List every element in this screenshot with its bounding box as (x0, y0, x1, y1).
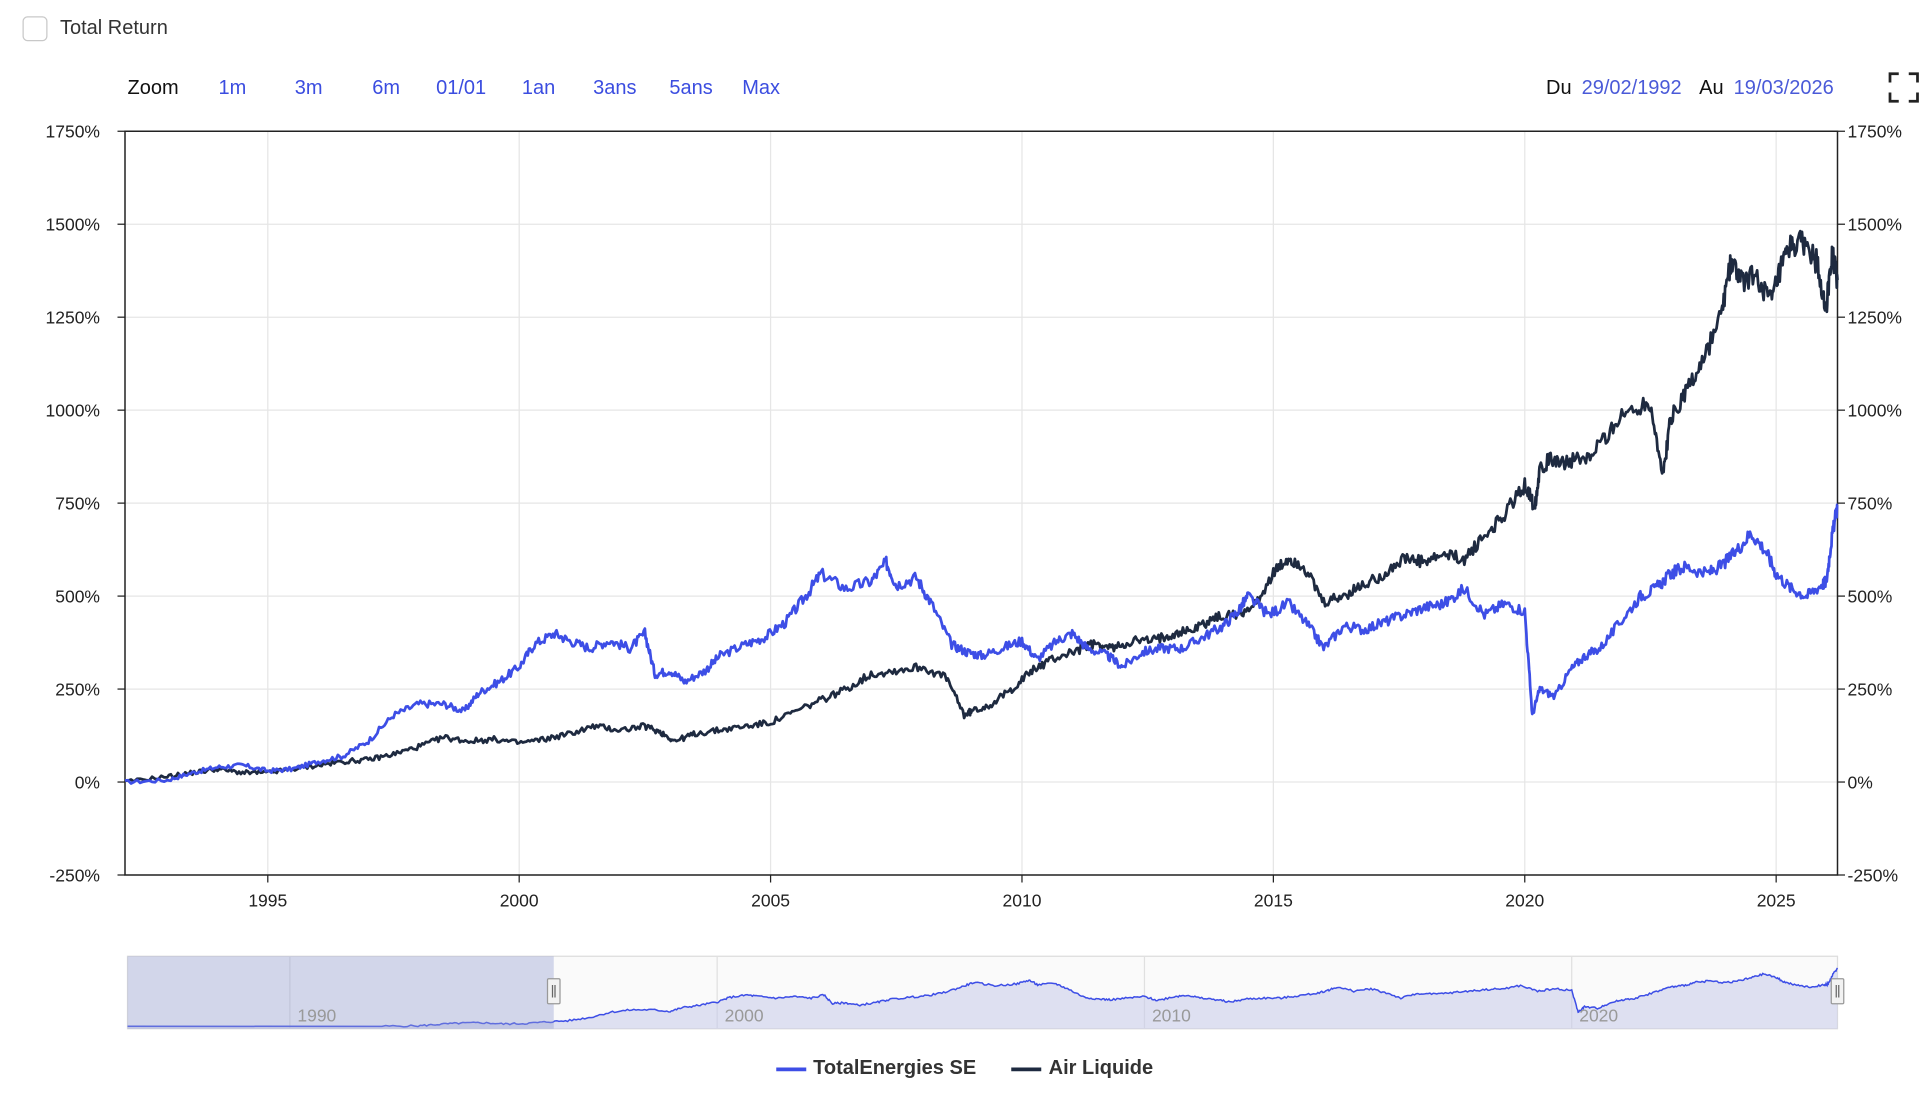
series-line-totalenergies[interactable] (124, 503, 1839, 785)
zoom-6m-button[interactable]: 6m (372, 77, 401, 99)
navigator-x-label: 1990 (297, 1005, 336, 1025)
navigator-mask (127, 956, 554, 1029)
y-tick-label-left: 1750% (46, 122, 101, 142)
grid-lines (125, 130, 1838, 876)
series-line-air-liquide[interactable] (124, 229, 1839, 783)
zoom-1m-button[interactable]: 1m (218, 77, 247, 99)
y-tick-label-right: 250% (1848, 679, 1893, 699)
y-tick-label-left: 1250% (46, 307, 101, 327)
x-tick-label: 2020 (1505, 890, 1544, 910)
x-axis: 1995 2000 2005 2010 2015 2020 2025 (248, 875, 1796, 910)
x-tick-label: 2025 (1757, 890, 1796, 910)
legend-label-totalenergies: TotalEnergies SE (813, 1057, 977, 1079)
y-tick-label-left: 750% (55, 493, 100, 513)
from-date-input[interactable]: 29/02/1992 (1581, 77, 1682, 99)
navigator-x-label: 2000 (725, 1005, 764, 1025)
zoom-label: Zoom (127, 77, 179, 99)
y-tick-label-right: -250% (1848, 865, 1899, 885)
total-return-toggle[interactable]: Total Return (22, 16, 168, 42)
y-axis-right: -250% 0% 250% 500% 750% 1000% 1250% 1500% 1750% (1837, 122, 1903, 885)
x-tick-label: 1995 (248, 890, 287, 910)
date-range-bar: Du 29/02/1992 Au 19/03/2026 (1536, 78, 1834, 101)
y-tick-label-right: 750% (1848, 493, 1893, 513)
x-tick-label: 2005 (751, 890, 790, 910)
zoom-ytd-button[interactable]: 01/01 (436, 77, 487, 99)
y-tick-label-left: 250% (55, 679, 100, 699)
series-lines (124, 229, 1839, 785)
total-return-checkbox[interactable] (22, 16, 48, 42)
legend-label-air-liquide: Air Liquide (1048, 1057, 1154, 1079)
x-tick-label: 2000 (500, 890, 539, 910)
to-date-input[interactable]: 19/03/2026 (1733, 77, 1834, 99)
y-tick-label-right: 0% (1848, 772, 1873, 792)
y-tick-label-left: -250% (49, 865, 100, 885)
zoom-max-button[interactable]: Max (742, 77, 781, 99)
fullscreen-icon[interactable] (1888, 71, 1921, 104)
legend-item-totalenergies[interactable]: TotalEnergies SE (775, 1057, 977, 1081)
legend-item-air-liquide[interactable]: Air Liquide (1011, 1058, 1153, 1081)
y-tick-label-right: 1750% (1848, 122, 1903, 142)
navigator-x-labels: 1990 2000 2010 2020 (297, 1005, 1618, 1025)
navigator-x-label: 2020 (1579, 1005, 1618, 1025)
navigator-right-handle[interactable] (1830, 978, 1845, 1005)
y-tick-label-right: 500% (1848, 586, 1893, 606)
zoom-3y-button[interactable]: 3ans (593, 77, 637, 99)
to-label: Au (1699, 77, 1724, 99)
legend-swatch-totalenergies (775, 1066, 806, 1071)
x-tick-label: 2010 (1003, 890, 1042, 910)
y-tick-label-left: 1500% (46, 214, 101, 234)
zoom-3m-button[interactable]: 3m (294, 77, 323, 99)
y-axis-left: -250% 0% 250% 500% 750% 1000% 1250% 1500% 1750% (46, 122, 125, 885)
navigator[interactable]: 1990 2000 2010 2020 (126, 955, 1845, 1030)
y-tick-label-right: 1000% (1848, 400, 1903, 420)
navigator-x-label: 2010 (1152, 1005, 1191, 1025)
zoom-5y-button[interactable]: 5ans (669, 77, 713, 99)
legend-swatch-air-liquide (1011, 1066, 1042, 1071)
y-tick-label-left: 0% (75, 772, 100, 792)
navigator-line (127, 967, 1839, 1028)
y-tick-label-left: 1000% (46, 400, 101, 420)
y-tick-label-right: 1250% (1848, 307, 1903, 327)
x-tick-label: 2015 (1254, 890, 1293, 910)
legend: TotalEnergies SE Air Liquide (0, 1058, 1929, 1081)
navigator-area (127, 968, 1838, 1029)
zoom-bar: Zoom 1m 3m 6m 01/01 1an 3ans 5ans Max (128, 78, 794, 101)
y-tick-label-right: 1500% (1848, 214, 1903, 234)
y-tick-label-left: 500% (55, 586, 100, 606)
total-return-label: Total Return (60, 17, 168, 39)
zoom-1y-button[interactable]: 1an (521, 77, 556, 99)
navigator-left-handle[interactable] (546, 978, 561, 1005)
main-chart: -250%0%250%500%750%1000%1250%1500%1750% … (46, 122, 1903, 1030)
from-label: Du (1546, 77, 1572, 99)
